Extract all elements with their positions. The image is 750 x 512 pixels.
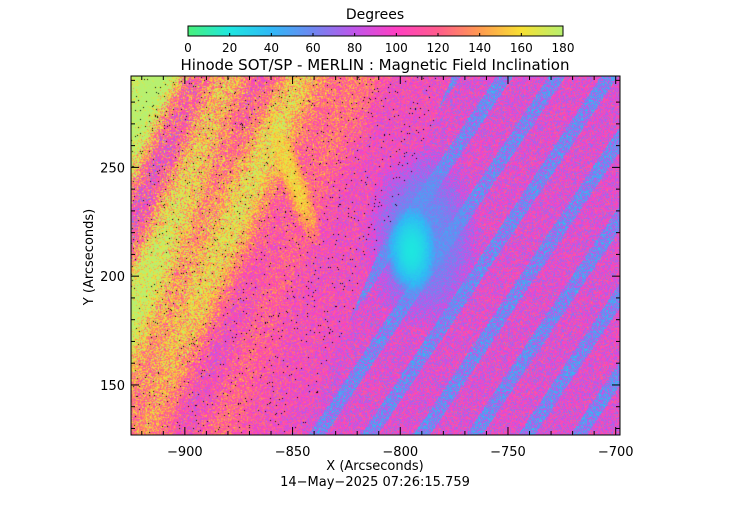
x-tick-label: −800	[382, 445, 418, 460]
plot-area	[130, 75, 621, 436]
inclination-heatmap	[131, 76, 620, 435]
colorbar: Degrees 0 20 40 60 80 100 120 140 160 180	[184, 7, 574, 55]
colorbar-tick-label: 60	[305, 41, 320, 55]
y-tick-label: 200	[100, 270, 125, 285]
x-axis: −900 −850 −800 −750 −700	[141, 76, 634, 460]
y-axis: 150 200 250	[100, 79, 620, 429]
y-tick-label: 150	[100, 379, 125, 394]
chart-title: Hinode SOT/SP - MERLIN : Magnetic Field …	[181, 56, 570, 74]
y-tick-label: 250	[100, 161, 125, 176]
colorbar-tick-label: 140	[468, 41, 491, 55]
x-tick-label: −700	[598, 445, 634, 460]
colorbar-tick-label: 100	[385, 41, 408, 55]
x-axis-label: X (Arcseconds)	[326, 459, 423, 474]
x-tick-label: −850	[275, 445, 311, 460]
timestamp: 14−May−2025 07:26:15.759	[280, 475, 470, 490]
plot-frame	[130, 75, 621, 436]
colorbar-tick-label: 180	[552, 41, 575, 55]
colorbar-label: Degrees	[346, 7, 404, 23]
colorbar-tick-label: 0	[184, 41, 192, 55]
colorbar-tick-label: 80	[347, 41, 362, 55]
colorbar-tick-label: 160	[510, 41, 533, 55]
colorbar-tick-label: 40	[264, 41, 279, 55]
colorbar-tick-label: 120	[427, 41, 450, 55]
colorbar-ticks: 0 20 40 60 80 100 120 140 160 180	[184, 33, 574, 55]
x-tick-label: −900	[167, 445, 203, 460]
colorbar-gradient	[187, 25, 564, 37]
colorbar-tick-label: 20	[222, 41, 237, 55]
y-axis-label: Y (Arcseconds)	[82, 209, 97, 306]
x-tick-label: −750	[490, 445, 526, 460]
